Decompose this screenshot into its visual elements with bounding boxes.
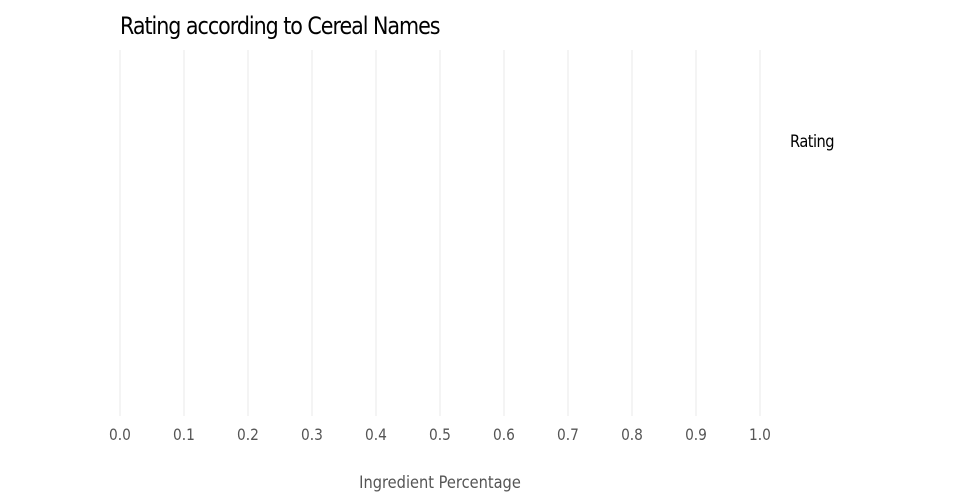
x-tick-label: 0.9: [685, 425, 707, 444]
x-tick-label: 0.5: [429, 425, 451, 444]
x-tick-label: 0.1: [173, 425, 195, 444]
x-tick-label: 0.6: [493, 425, 515, 444]
x-tick-label: 0.8: [621, 425, 643, 444]
gridlines: [119, 50, 761, 416]
x-tick-label: 0.3: [301, 425, 323, 444]
x-axis-title: Ingredient Percentage: [359, 472, 521, 492]
x-axis-ticks: 0.0 0.1 0.2 0.3 0.4 0.5 0.6 0.7 0.8 0.9 1.0: [109, 425, 771, 444]
x-tick-label: 1.0: [749, 425, 771, 444]
legend-item-rating: Rating: [790, 132, 835, 152]
x-tick-label: 0.2: [237, 425, 259, 444]
x-tick-label: 0.7: [557, 425, 579, 444]
x-tick-label: 0.0: [109, 425, 131, 444]
x-tick-label: 0.4: [365, 425, 387, 444]
chart-title: Rating according to Cereal Names: [120, 12, 441, 40]
